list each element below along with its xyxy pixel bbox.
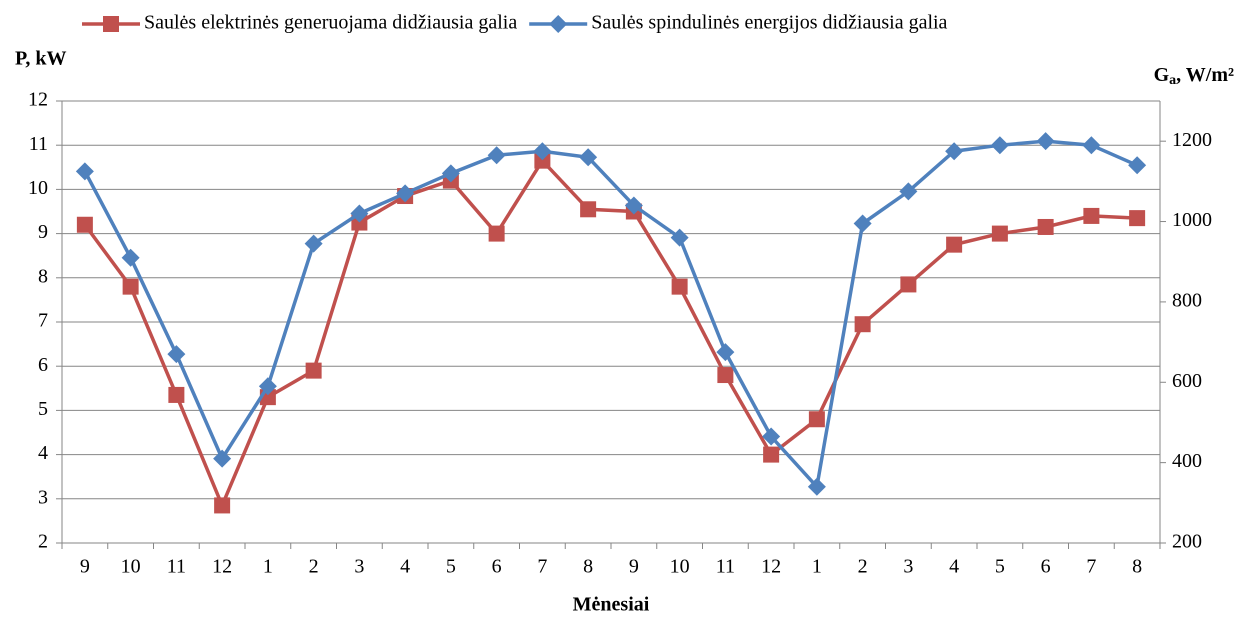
marker: [1082, 136, 1101, 155]
x-tick-label: 5: [446, 556, 456, 578]
marker: [762, 427, 781, 446]
marker: [671, 278, 688, 295]
marker: [1129, 210, 1146, 227]
x-tick-label: 9: [80, 556, 90, 578]
marker: [853, 214, 872, 233]
marker: [579, 148, 598, 167]
marker: [945, 142, 964, 161]
y-tick-label: 7: [38, 310, 48, 332]
x-tick-label: 11: [167, 556, 186, 578]
marker: [121, 248, 140, 267]
y2-tick-label: 800: [1172, 290, 1202, 312]
x-tick-label: 6: [492, 556, 502, 578]
marker: [122, 278, 139, 295]
marker: [396, 184, 415, 203]
x-tick-label: 8: [1132, 556, 1142, 578]
y2-title-rest: , W/m²: [1176, 64, 1234, 86]
x-tick-label: 4: [400, 556, 410, 578]
x-tick-label: 3: [354, 556, 364, 578]
x-tick-label: 12: [761, 556, 781, 578]
y2-tick-label: 1200: [1172, 129, 1212, 151]
marker: [716, 343, 735, 362]
x-tick-label: 4: [949, 556, 959, 578]
x-tick-label: 10: [670, 556, 690, 578]
marker: [441, 164, 460, 183]
x-tick-label: 10: [121, 556, 141, 578]
y-tick-label: 11: [29, 133, 48, 155]
marker: [991, 225, 1008, 242]
x-tick-label: 2: [858, 556, 868, 578]
x-tick-label: 2: [309, 556, 319, 578]
marker: [213, 449, 232, 468]
x-tick-label: 6: [1041, 556, 1051, 578]
marker: [899, 182, 918, 201]
x-tick-label: 7: [537, 556, 547, 578]
marker: [351, 214, 368, 231]
marker: [1128, 156, 1147, 175]
marker: [763, 446, 780, 463]
series-line: [83, 139, 1138, 491]
marker: [990, 136, 1009, 155]
marker: [808, 411, 825, 428]
marker: [167, 345, 186, 364]
x-tick-label: 3: [903, 556, 913, 578]
marker: [580, 201, 597, 218]
marker: [75, 162, 94, 181]
x-tick-label: 5: [995, 556, 1005, 578]
marker: [214, 497, 231, 514]
marker: [670, 228, 689, 247]
marker: [534, 152, 551, 169]
marker: [946, 236, 963, 253]
marker: [487, 146, 506, 165]
x-tick-label: 11: [716, 556, 735, 578]
y-axis-title: P, kW: [15, 48, 67, 70]
legend-marker: [103, 16, 119, 32]
marker: [1036, 132, 1055, 151]
x-tick-label: 7: [1086, 556, 1096, 578]
x-tick-label: 8: [583, 556, 593, 578]
y-tick-label: 8: [38, 265, 48, 287]
marker: [717, 367, 734, 384]
x-tick-label: 9: [629, 556, 639, 578]
marker: [258, 377, 277, 396]
y2-tick-label: 200: [1172, 531, 1202, 553]
y-tick-label: 4: [38, 442, 48, 464]
legend-label: Saulės elektrinės generuojama didžiausia…: [144, 12, 517, 34]
marker: [350, 204, 369, 223]
y-tick-label: 12: [28, 89, 48, 111]
marker: [533, 142, 552, 161]
marker: [304, 234, 323, 253]
legend-marker: [549, 15, 568, 33]
y2-tick-label: 1000: [1172, 209, 1212, 231]
x-tick-label: 1: [812, 556, 822, 578]
series-line: [83, 157, 1138, 510]
y-tick-label: 9: [38, 221, 48, 243]
y2-tick-label: 600: [1172, 370, 1202, 392]
y2-tick-label: 400: [1172, 450, 1202, 472]
y-tick-label: 6: [38, 354, 48, 376]
marker: [854, 316, 871, 333]
y2-title-base: G: [1154, 64, 1170, 86]
x-tick-label: 12: [212, 556, 232, 578]
marker: [1037, 218, 1054, 235]
marker: [305, 362, 322, 379]
y-tick-label: 5: [38, 398, 48, 420]
marker: [900, 276, 917, 293]
y-tick-label: 3: [38, 486, 48, 508]
x-axis-title: Mėnesiai: [573, 594, 650, 616]
marker: [1083, 207, 1100, 224]
marker: [807, 477, 826, 496]
y2-title-sub: a: [1169, 73, 1176, 88]
marker: [168, 386, 185, 403]
y2-axis-title: Ga, W/m²: [1154, 64, 1234, 89]
marker: [624, 196, 643, 215]
marker: [488, 225, 505, 242]
marker: [76, 216, 93, 233]
legend-label: Saulės spindulinės energijos didžiausia …: [591, 12, 947, 34]
x-tick-label: 1: [263, 556, 273, 578]
y-tick-label: 2: [38, 531, 48, 553]
y-tick-label: 10: [28, 177, 48, 199]
